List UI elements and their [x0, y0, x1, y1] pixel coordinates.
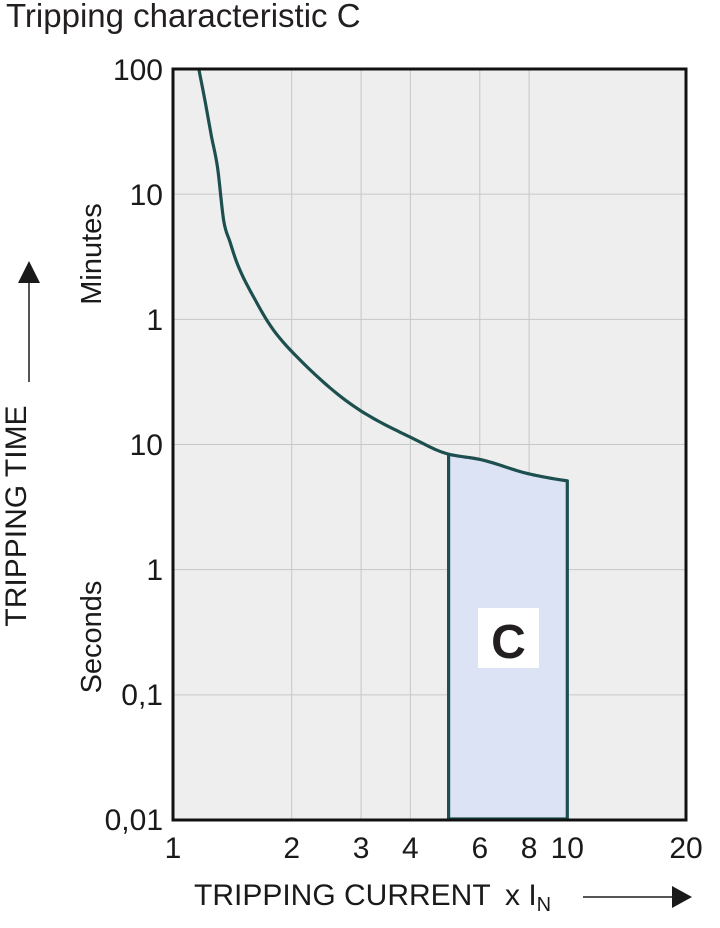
svg-text:10: 10 — [551, 832, 584, 865]
svg-text:4: 4 — [402, 832, 419, 865]
svg-text:Minutes: Minutes — [76, 203, 108, 305]
svg-text:10: 10 — [130, 179, 163, 212]
svg-text:100: 100 — [113, 54, 163, 87]
svg-text:TRIPPING TIME: TRIPPING TIME — [0, 405, 33, 626]
svg-text:C: C — [491, 616, 526, 669]
svg-text:1: 1 — [165, 832, 182, 865]
svg-text:3: 3 — [353, 832, 370, 865]
svg-text:10: 10 — [130, 429, 163, 462]
svg-text:1: 1 — [146, 554, 163, 587]
svg-text:Seconds: Seconds — [76, 581, 108, 694]
svg-text:0,1: 0,1 — [121, 679, 163, 712]
svg-text:TRIPPING CURRENT: TRIPPING CURRENT — [194, 879, 491, 912]
svg-text:1: 1 — [146, 304, 163, 337]
svg-text:20: 20 — [669, 832, 702, 865]
svg-text:2: 2 — [283, 832, 300, 865]
svg-text:8: 8 — [521, 832, 538, 865]
svg-text:6: 6 — [471, 832, 488, 865]
svg-text:0,01: 0,01 — [105, 804, 163, 837]
svg-text:x IN: x IN — [505, 879, 551, 916]
